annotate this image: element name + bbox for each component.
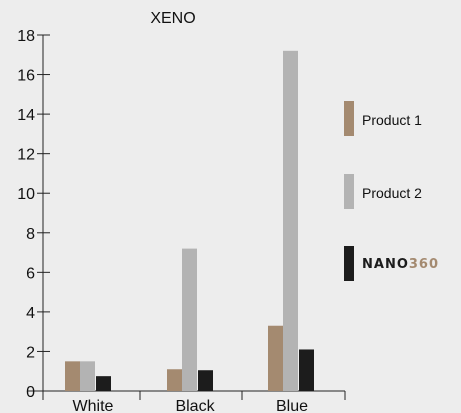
- bar-product-1-black: [167, 369, 182, 391]
- bar-product-2-black: [182, 248, 197, 391]
- bar-nano360-blue: [299, 349, 314, 391]
- y-tick-label: 8: [26, 226, 35, 243]
- legend-label: Product 2: [362, 185, 422, 201]
- x-tick-label: Blue: [276, 398, 308, 413]
- legend-swatch: [344, 174, 354, 209]
- logo-part1: NANO: [362, 257, 409, 272]
- x-tick-label: Black: [175, 398, 215, 413]
- legend-swatch: [344, 101, 354, 136]
- legend-swatch: [344, 246, 354, 281]
- y-tick-label: 14: [17, 107, 35, 124]
- logo-part2: 360: [409, 257, 439, 272]
- bar-nano360-black: [198, 370, 213, 391]
- plot-area: 0 2 4 6 8 10 12 14 16 18 White Black Blue: [17, 28, 346, 413]
- legend-label: Product 1: [362, 112, 422, 128]
- chart-title: XENO: [150, 10, 195, 27]
- legend-logo: NANO360: [362, 257, 439, 272]
- bar-product-1-white: [65, 361, 80, 391]
- bar-product-1-blue: [268, 325, 283, 391]
- y-tick-label: 16: [17, 68, 35, 85]
- y-tick-label: 2: [26, 344, 35, 361]
- y-tick-label: 0: [26, 384, 35, 401]
- y-tick-label: 18: [17, 28, 35, 45]
- legend: Product 1 Product 2 NANO360: [344, 101, 439, 281]
- bar-product-2-white: [80, 361, 95, 391]
- y-tick-label: 12: [17, 147, 35, 164]
- bar-nano360-white: [96, 376, 111, 391]
- y-tick-label: 6: [26, 265, 35, 282]
- y-tick-label: 4: [26, 305, 35, 322]
- bar-product-2-blue: [283, 50, 298, 391]
- y-tick-label: 10: [17, 186, 35, 203]
- x-tick-label: White: [73, 398, 114, 413]
